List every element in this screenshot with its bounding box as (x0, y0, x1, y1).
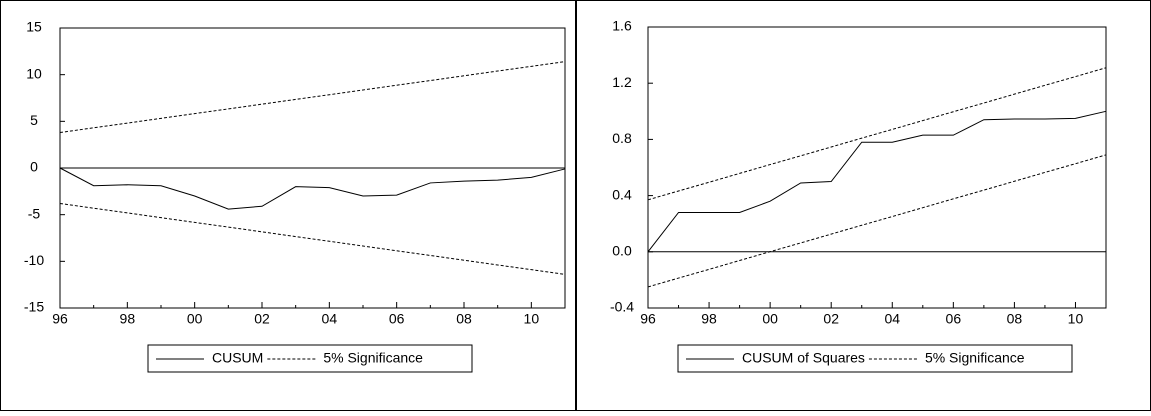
legend-label: CUSUM (212, 350, 263, 366)
x-tick-label: 04 (884, 311, 900, 327)
y-tick-label: 0.4 (612, 186, 632, 202)
x-tick-label: 08 (1007, 311, 1023, 327)
x-tick-label: 00 (762, 311, 778, 327)
x-tick-label: 04 (322, 311, 338, 327)
y-tick-label: 1.6 (612, 18, 632, 34)
y-tick-label: 0.0 (612, 243, 632, 259)
x-tick-label: 00 (187, 311, 203, 327)
x-tick-label: 10 (1068, 311, 1084, 327)
plot-frame (647, 26, 1107, 309)
series-line (647, 110, 1107, 253)
series-line (59, 167, 566, 210)
legend-label: 5% Significance (323, 350, 423, 366)
series-line (59, 61, 566, 134)
series-line (59, 202, 566, 275)
x-tick-label: 96 (640, 311, 656, 327)
y-tick-label: 5 (30, 112, 38, 128)
y-tick-label: 10 (26, 65, 42, 81)
y-tick-label: -15 (24, 299, 44, 315)
series-line (647, 67, 1107, 201)
x-tick-label: 98 (701, 311, 717, 327)
x-tick-label: 10 (524, 311, 540, 327)
x-tick-label: 98 (120, 311, 136, 327)
y-tick-label: -10 (24, 252, 44, 268)
y-tick-label: -5 (28, 205, 41, 221)
x-tick-label: 06 (946, 311, 962, 327)
y-tick-label: 1.2 (612, 74, 632, 90)
y-tick-label: 0.8 (612, 130, 632, 146)
x-tick-label: 02 (254, 311, 270, 327)
x-tick-label: 02 (823, 311, 839, 327)
y-tick-label: 15 (26, 19, 42, 35)
y-tick-label: 0 (30, 159, 38, 175)
x-tick-label: 96 (52, 311, 68, 327)
legend-label: 5% Significance (925, 350, 1025, 366)
y-tick-label: -0.4 (610, 299, 634, 315)
series-line (647, 154, 1107, 288)
x-tick-label: 08 (456, 311, 472, 327)
legend-label: CUSUM of Squares (742, 350, 865, 366)
x-tick-label: 06 (389, 311, 405, 327)
